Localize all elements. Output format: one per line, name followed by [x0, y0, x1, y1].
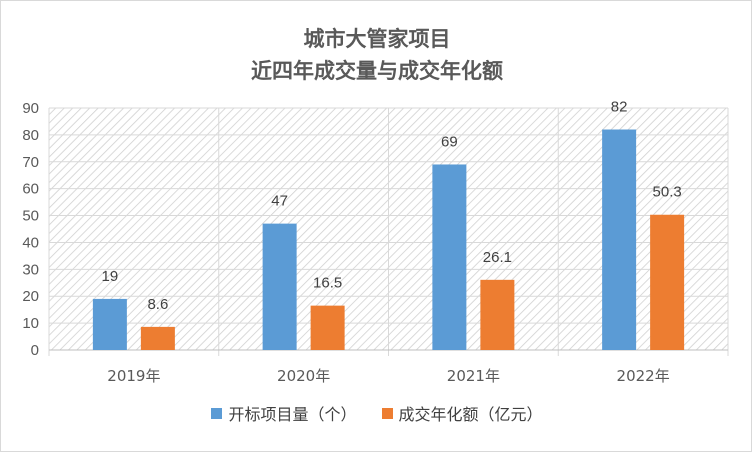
data-label: 8.6: [147, 296, 168, 313]
x-tick-label: 2022年: [617, 367, 670, 385]
y-tick-label: 30: [22, 261, 39, 278]
chart-title-line-2: 近四年成交量与成交年化额: [251, 59, 503, 83]
x-tick-label: 2020年: [277, 367, 330, 385]
bar: [92, 298, 127, 350]
data-label: 26.1: [483, 249, 512, 266]
legend-swatch-series-1: [211, 407, 223, 419]
data-label: 47: [271, 193, 288, 210]
bar: [602, 129, 637, 350]
x-tick-label: 2021年: [447, 367, 500, 385]
y-tick-label: 10: [22, 315, 39, 332]
y-tick-label: 20: [22, 288, 39, 305]
data-label: 69: [441, 133, 458, 150]
legend-item-series-1: 开标项目量（个）: [211, 401, 356, 425]
bar: [310, 305, 345, 350]
data-label: 82: [611, 99, 628, 116]
y-tick-label: 0: [31, 342, 39, 359]
bar: [432, 164, 467, 350]
y-tick-label: 80: [22, 127, 39, 144]
y-tick-label: 50: [22, 208, 39, 225]
bar: [262, 223, 297, 350]
bar: [480, 279, 515, 350]
chart-legend: 开标项目量（个） 成交年化额（亿元）: [1, 401, 752, 425]
chart-title: 城市大管家项目 近四年成交量与成交年化额: [1, 23, 752, 87]
data-label: 19: [102, 268, 119, 285]
y-tick-label: 60: [22, 181, 39, 198]
bar: [140, 326, 175, 350]
legend-label-series-1: 开标项目量（个）: [228, 405, 357, 424]
data-label: 16.5: [313, 275, 342, 292]
legend-label-series-2: 成交年化额（亿元）: [398, 405, 543, 424]
x-tick-label: 2019年: [107, 367, 160, 385]
legend-item-series-2: 成交年化额（亿元）: [381, 401, 543, 425]
y-tick-label: 40: [22, 234, 39, 251]
y-tick-label: 70: [22, 154, 39, 171]
data-label: 50.3: [653, 184, 682, 201]
legend-swatch-series-2: [381, 407, 393, 419]
chart-title-line-1: 城市大管家项目: [303, 27, 451, 51]
y-tick-label: 90: [22, 100, 39, 117]
bar: [650, 214, 685, 350]
